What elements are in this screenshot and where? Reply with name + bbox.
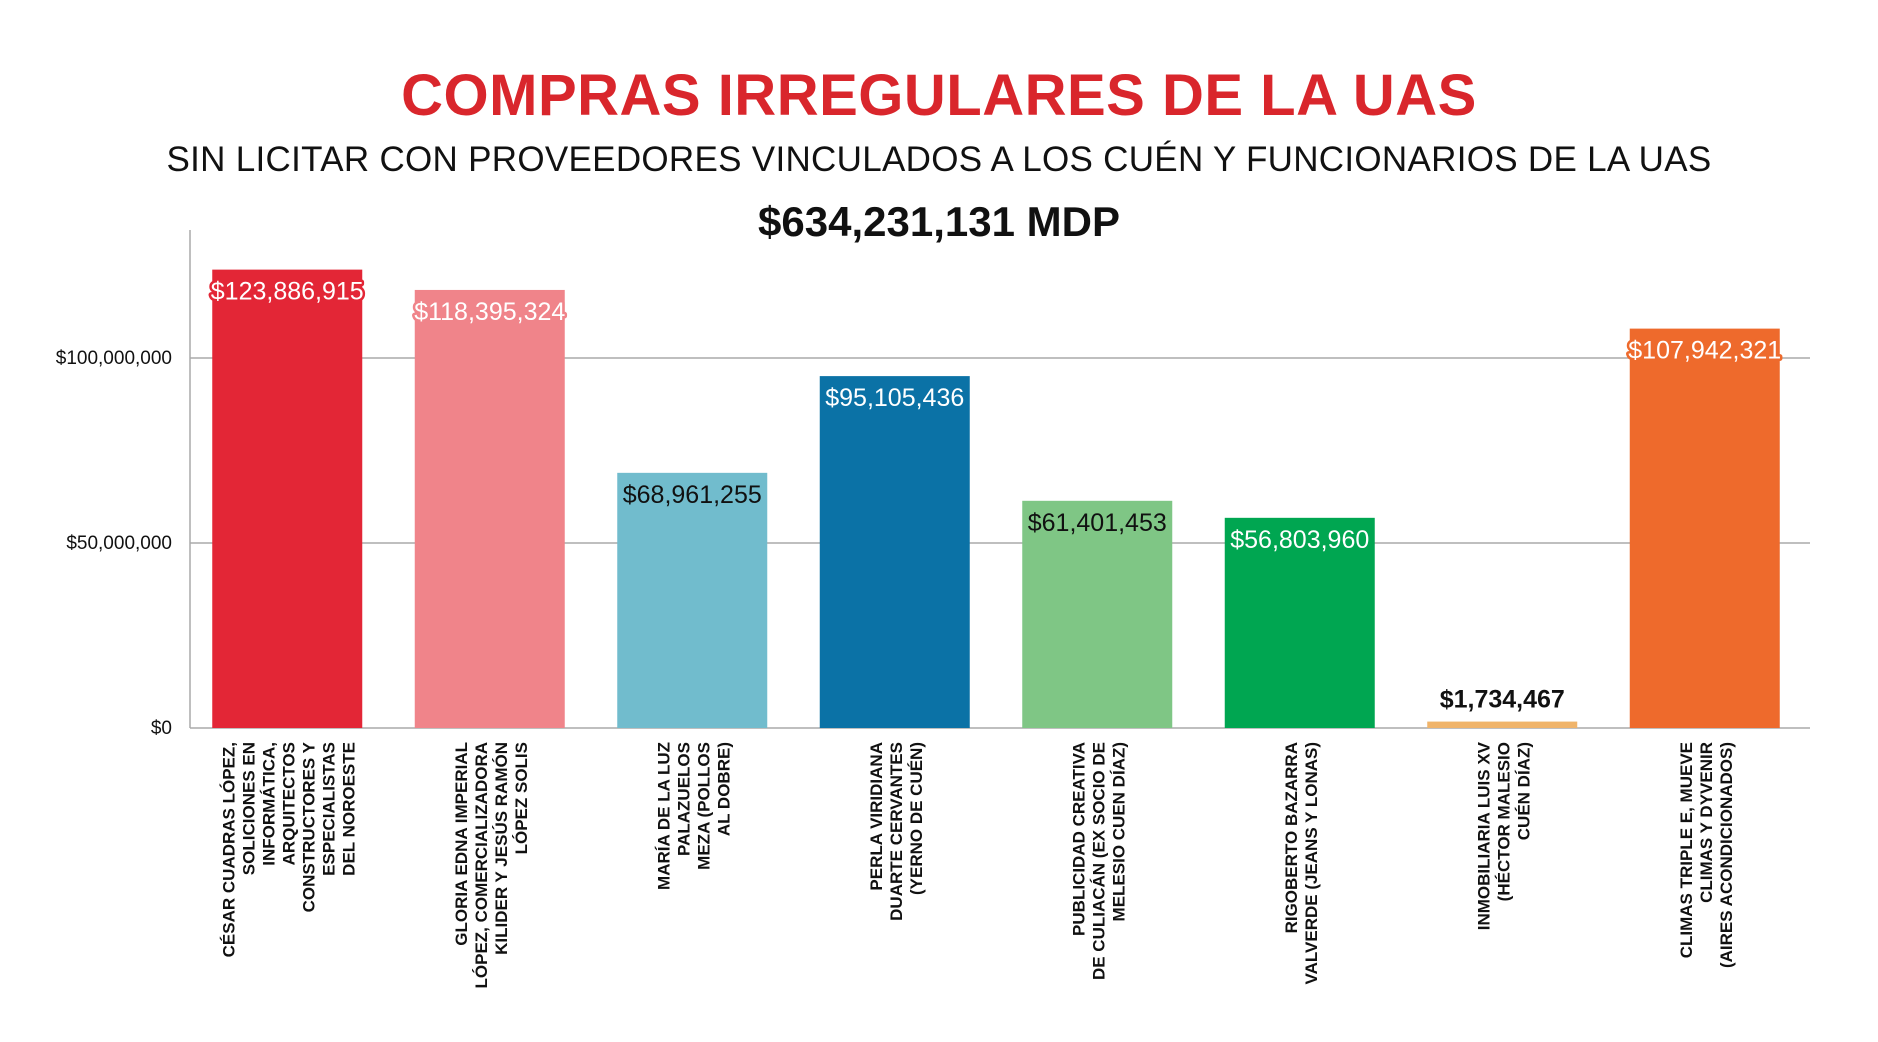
x-tick-label-line: RIGOBERTO BAZARRA — [1282, 742, 1301, 933]
bar — [1629, 328, 1780, 728]
x-tick-label-line: (HÉCTOR MALESIO — [1494, 742, 1513, 901]
x-tick-label: MARÍA DE LA LUZ PALAZUELOS MEZA (POLLOS AL … — [654, 742, 733, 890]
bar — [414, 289, 565, 728]
bar — [617, 472, 768, 728]
x-tick-label-line: DE CULIACÁN (EX SOCIO DE — [1089, 742, 1108, 980]
x-tick-label-line: CLIMAS Y DYVENIR — [1697, 742, 1716, 903]
x-tick-label-line: AL DOBRE) — [714, 742, 733, 836]
x-tick-label-line: INMOBILIARIA LUIS XV — [1474, 741, 1493, 930]
data-label: $61,401,453 — [1028, 509, 1167, 537]
x-tick-label-line: LÓPEZ, COMERCIALIZADORA — [472, 742, 491, 989]
x-tick-label-line: DUARTE CERVANTES — [887, 742, 906, 921]
x-tick-label-line: CÉSAR CUADRAS LÓPEZ, — [219, 742, 238, 957]
x-tick-label-line: (YERNO DE CUÉN) — [907, 742, 926, 895]
x-tick-label-line: ESPECIALISTAS — [319, 742, 338, 876]
x-tick-label: PERLA VIRIDIANA DUARTE CERVANTES (YERNO DE… — [867, 742, 926, 921]
bar — [819, 376, 970, 728]
x-tick-label-line: PERLA VIRIDIANA — [867, 742, 886, 891]
x-tick-label-line: PUBLICIDAD CREATIVA — [1069, 742, 1088, 936]
x-tick-label-line: MELESIO CUEN DÍAZ) — [1109, 742, 1128, 921]
x-tick-label-line: LÓPEZ SOLIS — [512, 742, 531, 854]
x-tick-label-line: CONSTRUCTORES Y — [299, 741, 318, 912]
bar — [1427, 721, 1578, 728]
bar — [1022, 500, 1173, 728]
y-tick-label: $50,000,000 — [66, 533, 172, 554]
data-label: $56,803,960 — [1230, 526, 1369, 554]
x-tick-label-line: MARÍA DE LA LUZ — [654, 742, 673, 890]
x-tick-label-line: VALVERDE (JEANS Y LONAS) — [1302, 742, 1321, 984]
x-tick-label-line: INFORMÁTICA, — [259, 742, 278, 866]
x-tick-label-line: DEL NOROESTE — [339, 742, 358, 876]
y-tick-label: $0 — [151, 718, 172, 739]
x-tick-label-line: GLORIA EDNA IMPERIAL — [452, 742, 471, 946]
x-tick-label-line: CUÉN DÍAZ) — [1514, 742, 1533, 840]
y-tick-label: $100,000,000 — [56, 348, 172, 369]
x-tick-label: GLORIA EDNA IMPERIAL LÓPEZ, COMERCIALIZAD… — [452, 742, 531, 989]
x-tick-label-line: SOLICIONES EN — [239, 742, 258, 875]
x-tick-label-line: MEZA (POLLOS — [694, 742, 713, 870]
x-tick-label: CLIMAS TRIPLE E, MUEVE CLIMAS Y DYVENIR (A… — [1677, 742, 1736, 968]
data-label: $68,961,255 — [623, 481, 762, 509]
data-label: $118,395,324 — [414, 298, 565, 326]
data-label: $95,105,436 — [825, 384, 964, 412]
data-label: $123,886,915 — [211, 278, 364, 306]
x-tick-label-line: ARQUITECTOS — [279, 742, 298, 865]
data-label: $107,942,321 — [1628, 337, 1781, 365]
x-tick-label-line: KILIDER Y JESÚS RAMÓN — [492, 742, 511, 955]
bar — [1224, 517, 1375, 728]
x-tick-label: PUBLICIDAD CREATIVA DE CULIACÁN (EX SOCIO… — [1069, 742, 1128, 980]
x-tick-label-line: CLIMAS TRIPLE E, MUEVE — [1677, 742, 1696, 958]
data-label: $1,734,467 — [1440, 686, 1565, 714]
chart-subtitle: SIN LICITAR CON PROVEEDORES VINCULADOS A… — [166, 140, 1712, 179]
x-tick-label-line: PALAZUELOS — [674, 742, 693, 856]
x-tick-label-line: (AIRES ACONDICIONADOS) — [1717, 742, 1736, 968]
x-tick-label: RIGOBERTO BAZARRA VALVERDE (JEANS Y LONAS… — [1282, 742, 1321, 984]
chart-total: $634,231,131 MDP — [758, 198, 1120, 245]
bar — [212, 269, 363, 728]
x-tick-label: CÉSAR CUADRAS LÓPEZ, SOLICIONES EN INFORMÁ… — [219, 741, 358, 957]
x-tick-label: INMOBILIARIA LUIS XV (HÉCTOR MALESIO CUÉN … — [1474, 741, 1533, 930]
chart-title: COMPRAS IRREGULARES DE LA UAS — [401, 63, 1477, 128]
